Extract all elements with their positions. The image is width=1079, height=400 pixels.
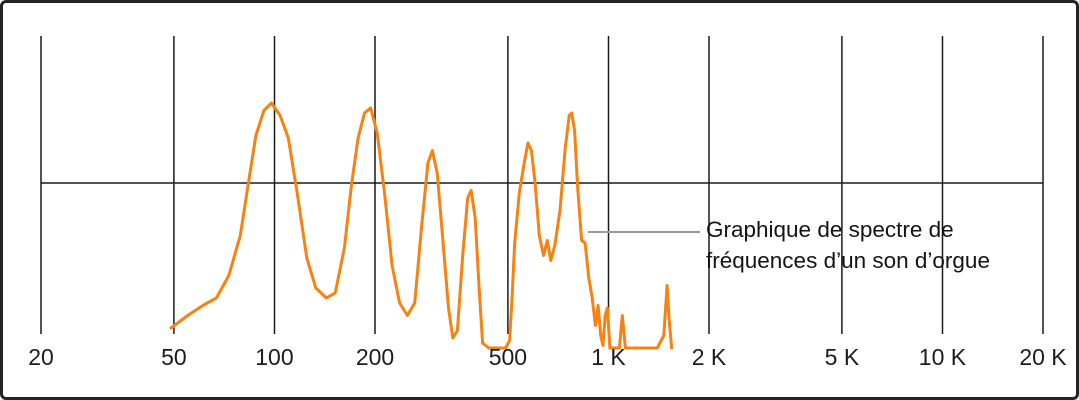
annotation-label: Graphique de spectre de fréquences d’un … [706,214,990,276]
annotation-line-1: Graphique de spectre de [706,217,954,242]
spectrum-chart [40,36,1044,350]
annotation-line-2: fréquences d’un son d’orgue [706,248,990,273]
spectrum-line [169,101,674,350]
